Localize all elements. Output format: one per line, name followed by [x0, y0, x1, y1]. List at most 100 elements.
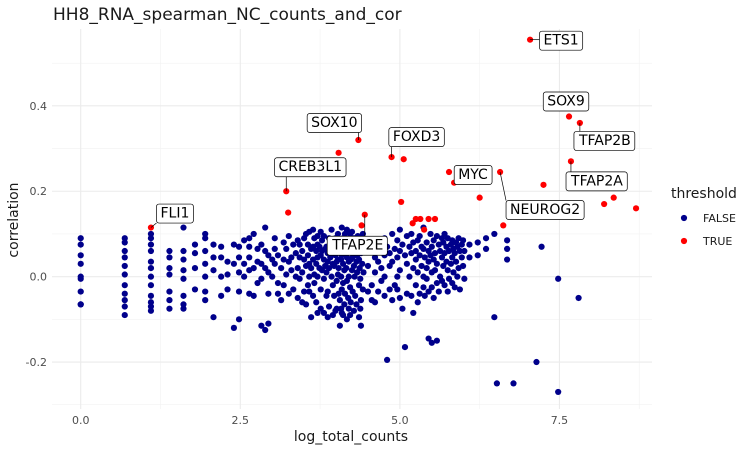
data-point-false	[294, 265, 301, 272]
point-label-text: SOX10	[311, 115, 357, 131]
data-point-false	[440, 239, 447, 246]
data-point-false	[343, 226, 350, 233]
data-point-false	[218, 273, 225, 280]
data-point-false	[435, 288, 442, 295]
data-point-false	[533, 358, 540, 366]
data-point-false	[504, 256, 511, 263]
point-label-box	[388, 127, 445, 147]
point-label-tfap2b: TFAP2B	[573, 122, 636, 151]
data-point-false	[418, 262, 425, 270]
point-label-box	[542, 91, 590, 112]
data-point-false	[504, 237, 511, 244]
data-point-false	[410, 309, 417, 317]
data-point-false	[408, 292, 415, 299]
data-point-false	[389, 258, 396, 265]
data-point-false	[352, 292, 359, 299]
y-tick-label: 0.0	[30, 271, 48, 284]
data-point-false	[401, 252, 409, 259]
data-point-false	[454, 273, 461, 280]
data-point-false	[433, 232, 440, 240]
data-point-false	[346, 311, 354, 319]
data-point-false	[314, 273, 321, 280]
data-point-false	[230, 260, 238, 267]
data-point-false	[396, 226, 403, 233]
data-point-false	[230, 324, 238, 331]
data-point-true	[285, 209, 292, 216]
data-point-false	[425, 258, 432, 265]
data-point-false	[538, 243, 545, 250]
data-point-false	[296, 275, 303, 282]
data-point-false	[444, 288, 451, 295]
data-point-false	[250, 265, 257, 272]
data-point-false	[313, 299, 320, 306]
data-point-false	[399, 241, 406, 248]
data-point-false	[482, 235, 490, 242]
data-point-false	[147, 282, 155, 289]
data-point-false	[345, 273, 352, 280]
data-point-false	[394, 286, 401, 293]
data-point-false	[121, 297, 128, 304]
data-point-false	[265, 290, 272, 297]
data-point-false	[262, 224, 269, 231]
data-point-false	[258, 275, 265, 282]
point-label-text: FOXD3	[393, 129, 440, 145]
data-point-false	[433, 279, 440, 287]
data-point-false	[317, 305, 324, 312]
data-point-false	[355, 256, 363, 263]
data-point-false	[386, 250, 393, 257]
data-point-false	[441, 230, 448, 238]
data-point-false	[420, 245, 427, 252]
data-point-false	[423, 275, 430, 282]
data-point-false	[325, 303, 333, 310]
data-point-false	[314, 309, 321, 317]
data-point-false	[428, 339, 435, 346]
data-point-false	[304, 241, 312, 248]
data-point-false	[396, 294, 403, 302]
data-point-false	[306, 273, 313, 280]
data-point-false	[218, 254, 225, 261]
data-point-true	[335, 149, 342, 156]
data-point-false	[306, 288, 313, 295]
data-point-false	[408, 230, 415, 238]
data-point-false	[308, 314, 315, 321]
data-point-false	[121, 290, 128, 297]
data-point-false	[147, 230, 155, 238]
data-point-false	[482, 245, 490, 252]
data-point-false	[283, 271, 290, 278]
data-point-true	[361, 211, 368, 218]
data-point-false	[302, 301, 310, 308]
data-point-false	[299, 247, 306, 255]
data-point-false	[347, 299, 354, 306]
data-point-true	[421, 226, 428, 233]
data-point-false	[381, 292, 388, 299]
data-point-false	[423, 265, 430, 272]
data-point-false	[191, 286, 199, 293]
point-label-text: SOX9	[547, 94, 585, 110]
legend-title: threshold	[671, 186, 737, 202]
point-label-box	[565, 171, 628, 192]
data-point-false	[394, 273, 401, 280]
data-point-false	[180, 275, 187, 282]
data-point-false	[461, 247, 468, 255]
data-point-false	[421, 292, 428, 299]
data-point-false	[452, 258, 460, 265]
data-point-false	[451, 284, 458, 291]
legend-label-true: TRUE	[702, 235, 732, 248]
data-point-false	[288, 254, 295, 261]
point-label-text: FLI1	[160, 206, 189, 222]
data-point-false	[271, 235, 278, 242]
data-point-false	[230, 241, 238, 248]
data-point-false	[180, 256, 187, 263]
data-point-false	[491, 314, 498, 321]
data-point-false	[180, 267, 187, 274]
data-point-false	[166, 254, 173, 261]
data-point-false	[555, 275, 562, 282]
data-point-false	[336, 322, 343, 329]
data-point-false	[425, 288, 432, 295]
data-point-false	[210, 254, 217, 261]
data-point-false	[461, 275, 468, 282]
data-point-false	[285, 232, 292, 240]
data-point-false	[456, 286, 463, 293]
point-label-text: TFAP2E	[331, 238, 383, 254]
y-axis-tick-labels: -0.2 0.0 0.2 0.4	[26, 100, 47, 369]
